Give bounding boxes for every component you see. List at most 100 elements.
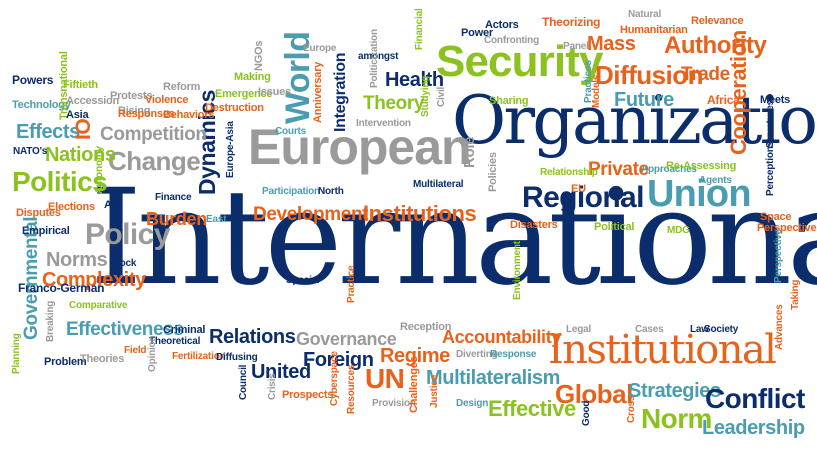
- word-empirical: Empirical: [22, 225, 70, 237]
- word-united: United: [251, 361, 311, 383]
- word-council: Council: [238, 364, 249, 400]
- word-reception: Reception: [400, 321, 452, 333]
- word-policy: Policy: [85, 218, 170, 251]
- word-law: Law: [690, 324, 709, 335]
- word-models: Models: [591, 74, 602, 108]
- word-courts: Courts: [275, 126, 307, 137]
- word-eu: EU: [571, 183, 586, 195]
- word-civil: Civil: [436, 86, 447, 107]
- word-franco-german: Franco-German: [18, 281, 105, 295]
- word-cyberspace: Cyberspace: [329, 351, 340, 406]
- word-diffusion: Diffusion: [595, 60, 703, 90]
- word-design: Design: [456, 398, 489, 409]
- word-nations: Nations: [45, 144, 116, 166]
- word-power: Power: [461, 27, 493, 39]
- word-meets: Meets: [760, 94, 791, 106]
- word-making: Making: [234, 71, 271, 83]
- word-disasters: Disasters: [510, 219, 558, 231]
- word-mdg: MDG: [667, 225, 690, 236]
- word-rising: Rising: [118, 105, 151, 117]
- word-future: Future: [614, 89, 674, 111]
- word-re-assessing: Re-Assessing: [666, 160, 737, 172]
- word-union: Union: [647, 173, 752, 215]
- word-foreign: Foreign: [303, 349, 374, 371]
- word-role: Role: [461, 136, 478, 168]
- word-diffusing: Diffusing: [216, 352, 258, 363]
- word-mass: Mass: [587, 33, 636, 55]
- word-agents: Agents: [699, 175, 732, 186]
- word-competition: Competition: [100, 124, 207, 145]
- word-protests: Protests: [110, 90, 153, 102]
- word-breaking: Breaking: [45, 300, 56, 342]
- word-humanitarian: Humanitarian: [620, 24, 688, 36]
- word-north: North: [318, 186, 344, 197]
- word-multilateralism: Multilateralism: [426, 367, 561, 389]
- word-advances: Advances: [774, 304, 785, 350]
- word-legal: Legal: [566, 324, 592, 335]
- word-international: International: [90, 161, 817, 315]
- word-institutions: Institutions: [363, 201, 477, 226]
- word-io: IO: [72, 118, 95, 140]
- word-leadership: Leadership: [702, 417, 805, 439]
- word-cross: Cross: [626, 395, 637, 423]
- word-participation: Participation: [262, 186, 320, 197]
- word-trade: Trade: [681, 64, 730, 85]
- word-conflict: Conflict: [705, 383, 805, 414]
- word-strategies: Strategies: [628, 380, 721, 402]
- word-ngos: NGOs: [253, 40, 265, 71]
- word-institutional: Institutional: [548, 327, 777, 373]
- word-global: Global: [555, 379, 633, 409]
- word-confronting: Confronting: [484, 35, 540, 46]
- word-africa: Africa: [707, 93, 740, 107]
- word-cases: Cases: [635, 324, 664, 335]
- word-accountability: Accountability: [442, 327, 561, 347]
- word-policies: Policies: [487, 152, 499, 192]
- word-fiftieth: Fiftieth: [63, 79, 98, 91]
- word-health: Health: [385, 69, 444, 91]
- word-intervention: Intervention: [356, 118, 411, 129]
- word-space: Space: [760, 211, 792, 223]
- word-theoretical: Theoretical: [149, 336, 201, 347]
- word-perspectives: Perspectives: [757, 222, 817, 234]
- word-organization: Organization: [452, 82, 817, 159]
- word-perspective: Perspective: [773, 229, 784, 283]
- word-responses: Responses: [118, 108, 175, 120]
- word-europe-asia: Europe-Asia: [225, 121, 236, 178]
- word-politicization: Politicization: [369, 29, 380, 88]
- word-environment: Environment: [512, 241, 523, 300]
- word-european: European: [248, 119, 472, 175]
- word-aid: Aid: [104, 199, 122, 211]
- word-nato-s: NATO's: [13, 146, 48, 157]
- word-relations: Relations: [209, 326, 296, 348]
- word-natural: Natural: [628, 9, 662, 20]
- word-multilateral: Multilateral: [413, 179, 464, 190]
- word-violence: Violence: [145, 94, 189, 106]
- word-integration: Integration: [332, 52, 349, 132]
- word-problem: Problem: [44, 356, 87, 368]
- word-regime: Regime: [380, 345, 450, 367]
- word-approaches: Approaches: [641, 164, 697, 175]
- word-relevance: Relevance: [691, 15, 744, 27]
- word-security: Security: [436, 37, 603, 86]
- word-sharing: Sharing: [489, 95, 529, 107]
- word-politics: Politics: [12, 166, 108, 197]
- word-theorizing: Theorizing: [542, 15, 601, 29]
- word-practice: Practice: [346, 265, 357, 303]
- word-studying: Studying: [420, 75, 431, 117]
- word-finance: Finance: [155, 192, 192, 203]
- word-financial: Financial: [414, 8, 425, 50]
- word-prospects: Prospects: [282, 389, 334, 401]
- word-reform: Reform: [163, 81, 201, 93]
- word-good: Good: [581, 400, 592, 426]
- word-challenges: Challenges: [408, 356, 420, 414]
- word-regional: Regional: [522, 181, 644, 214]
- word-powers: Powers: [12, 73, 54, 87]
- word-response: Response: [490, 349, 537, 360]
- word-taking: Taking: [790, 279, 801, 310]
- word-development: Development: [253, 204, 369, 225]
- word-effectiveness: Effectiveness: [66, 319, 184, 340]
- word-criminal: Criminal: [163, 324, 206, 336]
- word-perceptions: Perceptions: [765, 140, 776, 196]
- word-issues: Issues: [258, 86, 291, 98]
